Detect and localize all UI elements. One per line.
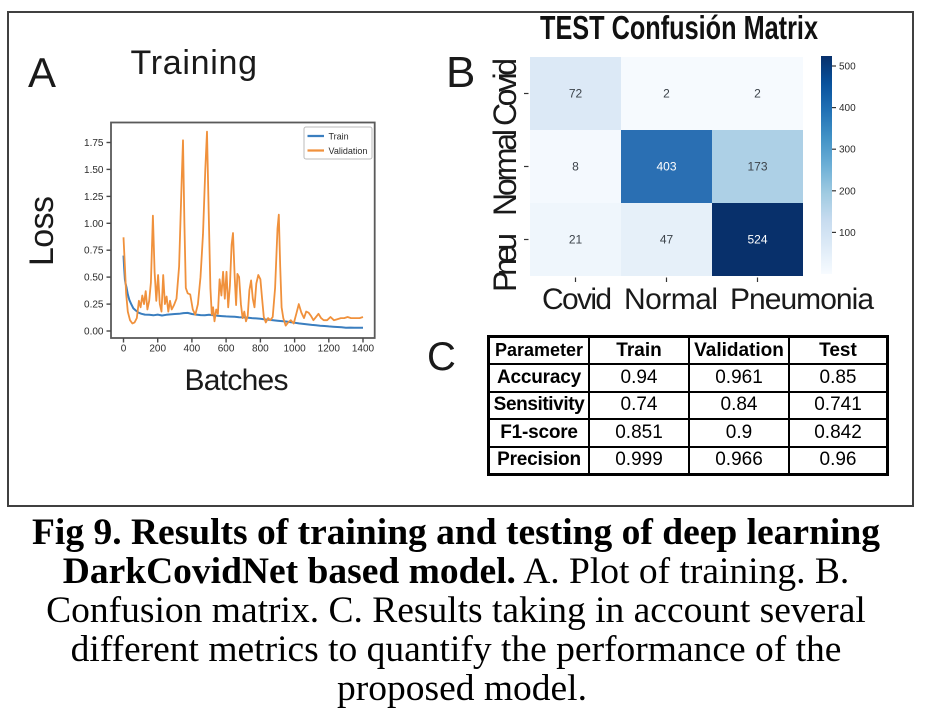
svg-text:1.75: 1.75 <box>84 138 104 149</box>
svg-text:TEST Confusión Matrix: TEST Confusión Matrix <box>540 9 818 46</box>
svg-text:72: 72 <box>569 87 583 101</box>
svg-text:2: 2 <box>663 87 670 101</box>
svg-text:Training: Training <box>131 44 258 82</box>
svg-text:0.75: 0.75 <box>84 246 104 257</box>
svg-text:Batches: Batches <box>185 364 289 397</box>
svg-text:400: 400 <box>184 344 201 355</box>
svg-text:1200: 1200 <box>318 344 341 355</box>
svg-text:200: 200 <box>839 186 856 197</box>
svg-text:Pneumonia: Pneumonia <box>730 283 874 316</box>
svg-text:21: 21 <box>569 233 583 247</box>
svg-text:0.50: 0.50 <box>84 273 104 284</box>
svg-text:403: 403 <box>656 160 676 174</box>
svg-text:C: C <box>427 335 456 379</box>
svg-text:Validation: Validation <box>329 146 368 156</box>
svg-text:B: B <box>446 48 475 97</box>
svg-text:400: 400 <box>839 103 856 114</box>
svg-text:500: 500 <box>839 62 856 73</box>
svg-text:0.25: 0.25 <box>84 300 104 311</box>
svg-text:A: A <box>28 49 56 96</box>
svg-text:Covid: Covid <box>542 283 612 316</box>
svg-text:200: 200 <box>149 344 166 355</box>
svg-text:47: 47 <box>660 233 674 247</box>
svg-text:Train: Train <box>329 131 349 141</box>
svg-text:300: 300 <box>839 145 856 156</box>
svg-text:1400: 1400 <box>352 344 375 355</box>
svg-text:0: 0 <box>121 344 127 355</box>
svg-text:800: 800 <box>252 344 269 355</box>
svg-text:173: 173 <box>747 160 767 174</box>
svg-text:600: 600 <box>218 344 235 355</box>
svg-text:1.50: 1.50 <box>84 165 104 176</box>
svg-text:Normal: Normal <box>624 283 718 316</box>
svg-text:1.00: 1.00 <box>84 219 104 230</box>
svg-text:Loss: Loss <box>23 196 61 266</box>
svg-text:8: 8 <box>572 160 579 174</box>
svg-text:0.00: 0.00 <box>84 327 104 338</box>
svg-text:Normal: Normal <box>487 129 523 216</box>
svg-text:1000: 1000 <box>283 344 306 355</box>
svg-text:524: 524 <box>747 233 767 247</box>
svg-text:2: 2 <box>754 87 761 101</box>
svg-text:100: 100 <box>839 228 856 239</box>
svg-text:1.25: 1.25 <box>84 192 104 203</box>
svg-text:Covid: Covid <box>487 58 523 126</box>
svg-text:Pneu: Pneu <box>487 233 523 292</box>
